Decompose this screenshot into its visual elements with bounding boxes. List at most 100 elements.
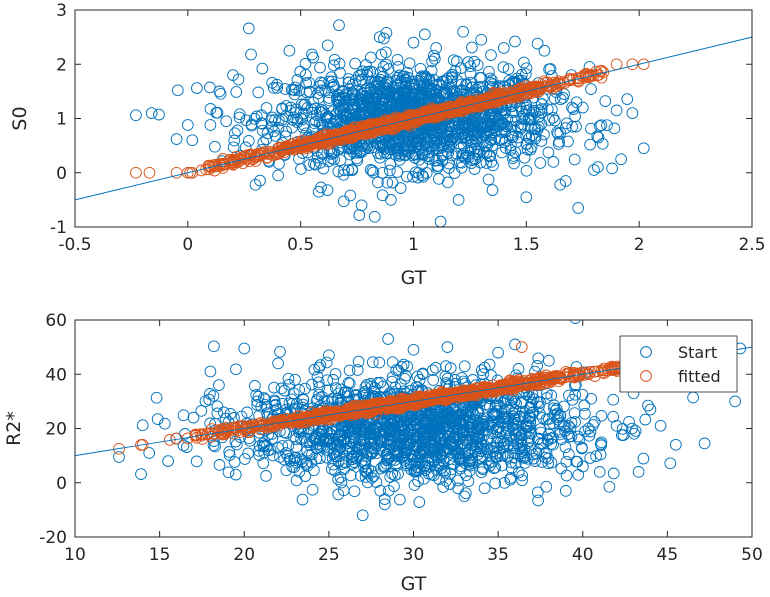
start-marker <box>254 174 266 187</box>
start-marker <box>482 120 495 133</box>
start-marker <box>347 102 360 114</box>
start-marker <box>564 422 577 434</box>
start-marker <box>568 153 581 166</box>
start-marker <box>306 48 318 61</box>
start-marker <box>407 36 420 49</box>
start-marker <box>268 381 280 394</box>
start-marker <box>303 159 316 171</box>
start-marker <box>213 459 226 471</box>
start-marker <box>351 154 364 167</box>
start-marker <box>501 120 513 133</box>
start-marker <box>412 450 425 463</box>
fitted-marker <box>495 383 508 396</box>
start-marker <box>344 94 357 107</box>
start-marker <box>321 184 334 196</box>
start-marker <box>569 320 581 324</box>
start-marker <box>687 391 699 404</box>
start-marker <box>329 115 342 127</box>
y-tick-label: 1 <box>56 110 67 130</box>
start-marker <box>367 166 380 179</box>
start-marker <box>386 419 399 431</box>
start-marker <box>375 140 387 153</box>
start-marker <box>478 482 491 495</box>
fitted-marker <box>130 166 142 179</box>
start-marker <box>497 61 510 73</box>
start-marker <box>340 88 352 100</box>
start-marker <box>210 106 223 119</box>
start-marker <box>341 386 354 399</box>
start-marker <box>534 396 546 409</box>
start-marker <box>516 445 529 457</box>
plot-area <box>75 19 752 227</box>
start-marker <box>352 442 364 454</box>
start-marker <box>568 407 581 419</box>
start-marker <box>599 95 612 107</box>
start-marker <box>217 406 230 419</box>
start-marker <box>420 143 433 156</box>
start-marker <box>408 479 421 491</box>
x-tick-label: 1 <box>408 235 419 255</box>
start-marker <box>207 439 220 452</box>
start-marker <box>229 127 241 140</box>
start-marker <box>323 349 335 362</box>
start-marker <box>171 84 184 97</box>
start-marker <box>255 400 268 413</box>
start-marker <box>255 117 268 130</box>
start-marker <box>486 422 499 434</box>
fitted-marker <box>626 58 639 71</box>
start-marker <box>525 129 538 142</box>
start-marker <box>542 413 555 425</box>
start-marker <box>532 111 545 123</box>
start-marker <box>278 384 291 397</box>
start-marker <box>458 490 471 503</box>
start-marker <box>509 404 522 416</box>
start-marker <box>316 390 328 403</box>
start-marker <box>466 41 478 54</box>
start-marker <box>585 83 597 95</box>
start-marker <box>257 437 269 450</box>
start-marker <box>336 92 349 104</box>
start-marker <box>356 73 368 86</box>
start-marker <box>260 440 273 452</box>
start-marker <box>394 415 406 428</box>
start-marker <box>401 170 413 183</box>
start-marker <box>320 356 333 369</box>
start-marker <box>375 416 388 429</box>
start-marker <box>547 111 559 124</box>
start-marker <box>385 453 398 466</box>
x-tick-label: 1.5 <box>513 235 540 255</box>
start-marker <box>451 447 464 459</box>
start-marker <box>229 468 242 481</box>
start-marker <box>492 346 504 359</box>
start-marker <box>280 125 293 138</box>
start-marker <box>562 448 575 461</box>
start-marker <box>540 480 553 493</box>
start-marker <box>406 94 418 107</box>
start-marker <box>441 372 454 385</box>
start-marker <box>223 446 236 458</box>
start-marker <box>242 22 255 35</box>
start-marker <box>269 114 281 126</box>
start-marker <box>290 106 302 119</box>
start-marker <box>398 443 411 456</box>
x-tick-label: 0.5 <box>287 235 314 255</box>
fitted-marker <box>307 136 320 149</box>
start-marker <box>376 189 389 202</box>
x-axis-label: GT <box>401 267 427 289</box>
start-marker <box>428 469 440 482</box>
start-marker <box>525 398 537 411</box>
start-marker <box>474 123 487 135</box>
start-marker <box>337 195 350 208</box>
start-marker <box>450 413 463 426</box>
start-marker <box>430 42 442 54</box>
start-marker <box>538 44 551 57</box>
start-marker <box>457 25 469 38</box>
fitted-marker <box>261 148 274 160</box>
start-marker <box>558 400 570 413</box>
fitted-marker <box>218 158 230 170</box>
start-marker <box>227 141 240 154</box>
start-marker <box>407 170 419 183</box>
start-marker <box>332 444 345 456</box>
start-marker <box>548 114 561 127</box>
